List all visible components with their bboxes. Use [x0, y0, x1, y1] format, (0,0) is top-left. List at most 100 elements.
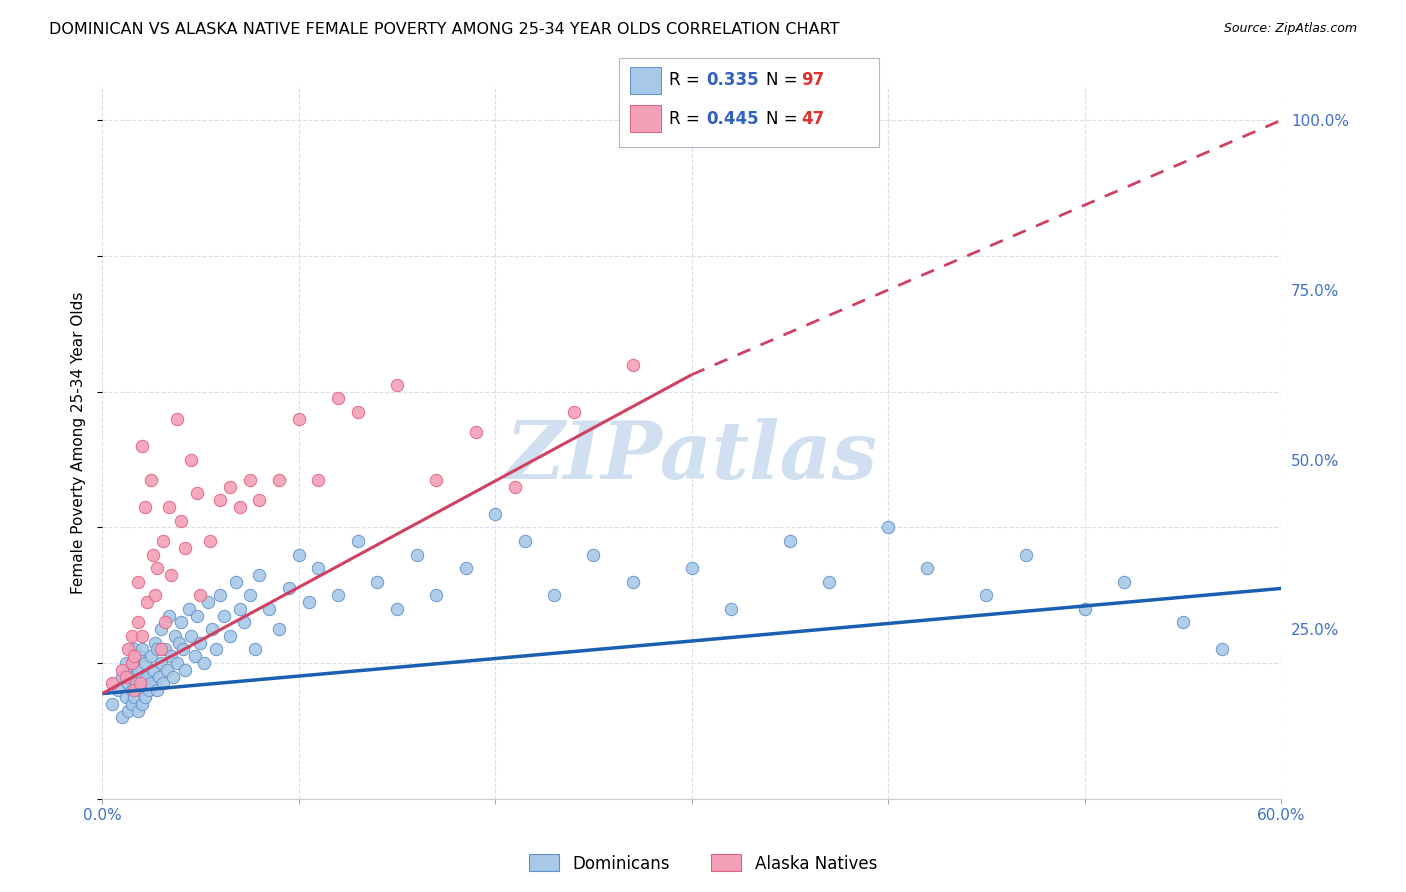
Point: [170, 615, 193, 630]
Point: [166, 656, 188, 670]
Point: [229, 500, 252, 514]
Point: [173, 541, 195, 555]
Point: [209, 493, 232, 508]
Point: [162, 670, 184, 684]
Point: [107, 683, 129, 698]
Point: [121, 629, 143, 643]
Point: [245, 642, 267, 657]
Point: [122, 683, 145, 698]
Point: [877, 520, 900, 534]
Point: [167, 636, 190, 650]
Point: [128, 683, 150, 698]
Point: [200, 533, 222, 548]
Point: [142, 663, 165, 677]
Point: [157, 608, 180, 623]
Point: [127, 574, 149, 589]
Point: [160, 649, 183, 664]
Point: [128, 649, 150, 664]
Y-axis label: Female Poverty Among 25-34 Year Olds: Female Poverty Among 25-34 Year Olds: [72, 292, 86, 594]
Point: [190, 588, 212, 602]
Point: [111, 670, 134, 684]
Point: [121, 656, 143, 670]
Point: [232, 615, 254, 630]
Point: [205, 642, 228, 657]
Point: [143, 636, 166, 650]
Point: [124, 676, 146, 690]
Point: [101, 697, 124, 711]
Point: [425, 588, 447, 602]
Point: [134, 656, 156, 670]
Point: [385, 601, 408, 615]
Point: [818, 574, 841, 589]
Text: N =: N =: [766, 71, 803, 89]
Point: [1171, 615, 1194, 630]
Text: R =: R =: [669, 71, 706, 89]
Point: [163, 629, 186, 643]
Point: [152, 676, 174, 690]
Point: [118, 663, 141, 677]
Point: [183, 649, 205, 664]
Point: [1014, 548, 1036, 562]
Point: [114, 690, 136, 704]
Point: [173, 663, 195, 677]
Point: [141, 676, 163, 690]
Text: ZIPatlas: ZIPatlas: [506, 418, 877, 496]
Text: Source: ZipAtlas.com: Source: ZipAtlas.com: [1223, 22, 1357, 36]
Point: [201, 622, 224, 636]
Point: [170, 514, 193, 528]
Point: [326, 588, 349, 602]
Point: [193, 656, 215, 670]
Point: [720, 601, 742, 615]
Text: 0.335: 0.335: [706, 71, 758, 89]
Point: [229, 601, 252, 615]
Point: [131, 629, 153, 643]
Point: [582, 548, 605, 562]
Point: [197, 595, 219, 609]
Point: [146, 561, 169, 575]
Text: 97: 97: [801, 71, 825, 89]
Point: [122, 649, 145, 664]
Point: [562, 405, 585, 419]
Point: [186, 608, 208, 623]
Point: [128, 676, 150, 690]
Point: [503, 480, 526, 494]
Point: [366, 574, 388, 589]
Point: [180, 452, 202, 467]
Point: [146, 642, 169, 657]
Point: [141, 649, 163, 664]
Point: [150, 656, 173, 670]
Point: [153, 615, 176, 630]
Point: [425, 473, 447, 487]
Point: [156, 663, 179, 677]
Point: [225, 574, 247, 589]
Point: [142, 548, 165, 562]
Point: [157, 500, 180, 514]
Point: [326, 392, 349, 406]
Point: [136, 595, 159, 609]
Point: [287, 412, 309, 426]
Point: [166, 412, 188, 426]
Point: [346, 533, 368, 548]
Point: [114, 656, 136, 670]
Point: [160, 567, 183, 582]
Point: [454, 561, 477, 575]
Point: [150, 622, 173, 636]
Point: [239, 473, 262, 487]
Point: [277, 582, 299, 596]
Point: [121, 670, 143, 684]
Point: [681, 561, 703, 575]
Point: [121, 656, 143, 670]
Point: [141, 473, 163, 487]
Point: [385, 377, 408, 392]
Point: [297, 595, 319, 609]
Point: [101, 676, 124, 690]
Point: [219, 629, 242, 643]
Point: [209, 588, 232, 602]
Point: [138, 683, 160, 698]
Point: [621, 358, 644, 372]
Point: [177, 601, 200, 615]
Text: DOMINICAN VS ALASKA NATIVE FEMALE POVERTY AMONG 25-34 YEAR OLDS CORRELATION CHAR: DOMINICAN VS ALASKA NATIVE FEMALE POVERT…: [49, 22, 839, 37]
Point: [779, 533, 801, 548]
Point: [247, 567, 270, 582]
Point: [148, 670, 170, 684]
